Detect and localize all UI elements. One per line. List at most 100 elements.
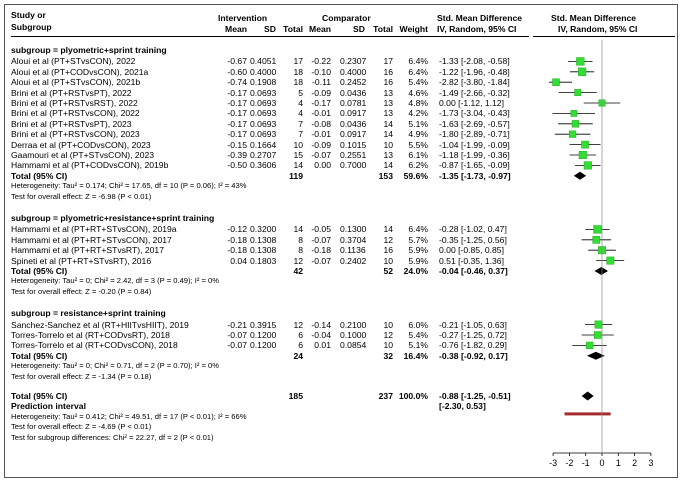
study-square bbox=[578, 151, 587, 159]
subtotal-comp-n: 153 bbox=[378, 170, 393, 181]
study-cm: -0.09 bbox=[311, 139, 331, 150]
study-w: 6.4% bbox=[408, 66, 428, 77]
study-im: -0.60 bbox=[227, 66, 247, 77]
study-square bbox=[581, 140, 589, 149]
study-im: -0.67 bbox=[227, 56, 247, 67]
study-cn: 14 bbox=[383, 129, 393, 140]
header-subgroup: Subgroup bbox=[11, 22, 52, 32]
study-w: 5.1% bbox=[408, 118, 428, 129]
subtotal-comp-n: 32 bbox=[383, 350, 393, 361]
study-in: 4 bbox=[298, 98, 303, 108]
study-cn: 16 bbox=[383, 77, 393, 88]
study-csd: 0.1300 bbox=[340, 224, 367, 235]
stat-note: Test for overall effect: Z = -4.69 (P < … bbox=[11, 422, 152, 432]
study-name: Hammami et al (PT+RT+STvsRT), 2017 bbox=[11, 245, 164, 256]
study-cn: 16 bbox=[383, 66, 393, 77]
study-w: 4.8% bbox=[408, 98, 428, 108]
study-im: -0.18 bbox=[227, 245, 247, 256]
study-w: 6.4% bbox=[408, 224, 428, 235]
study-w: 5.1% bbox=[408, 340, 428, 351]
study-csd: 0.2551 bbox=[340, 150, 367, 160]
study-in: 15 bbox=[293, 150, 303, 160]
study-csd: 0.2402 bbox=[340, 255, 367, 266]
study-isd: 0.1200 bbox=[250, 330, 277, 340]
study-im: -0.17 bbox=[227, 129, 247, 140]
study-im: -0.17 bbox=[227, 118, 247, 129]
study-w: 5.9% bbox=[408, 255, 428, 266]
study-im: -0.39 bbox=[227, 150, 247, 160]
subtotal-int-n: 24 bbox=[293, 350, 303, 361]
study-im: -0.17 bbox=[227, 98, 247, 108]
subgroup-heading: subgroup = resistance+sprint training bbox=[11, 308, 166, 319]
study-in: 6 bbox=[298, 340, 303, 351]
study-isd: 0.1908 bbox=[250, 77, 277, 88]
study-isd: 0.3200 bbox=[250, 224, 277, 235]
study-isd: 0.1308 bbox=[250, 234, 277, 245]
study-cn: 16 bbox=[383, 245, 393, 256]
study-name: Sanchez-Sanchez et al (RT+HIITvsHIIT), 2… bbox=[11, 319, 189, 330]
header-int-mean: Mean bbox=[225, 24, 247, 34]
overall-weight: 100.0% bbox=[398, 391, 428, 401]
study-cm: -0.11 bbox=[312, 77, 331, 88]
study-w: 6.4% bbox=[408, 56, 428, 67]
study-w: 6.2% bbox=[408, 160, 428, 171]
subtotal-diamond bbox=[594, 267, 609, 275]
study-cm: -0.10 bbox=[311, 66, 331, 77]
study-w: 5.9% bbox=[408, 245, 428, 256]
header-weight: Weight bbox=[399, 24, 428, 34]
stat-note: Test for overall effect: Z = -6.98 (P < … bbox=[11, 191, 152, 201]
study-square bbox=[583, 161, 592, 170]
study-ci: -0.21 [-1.05, 0.63] bbox=[439, 319, 507, 330]
study-csd: 0.2307 bbox=[340, 56, 367, 67]
overall-ci: -0.88 [-1.25, -0.51] bbox=[439, 391, 511, 401]
study-square bbox=[570, 110, 578, 117]
study-name: Brini et al (PT+RSTvsCON), 2023 bbox=[11, 129, 140, 140]
subtotal-diamond bbox=[587, 351, 605, 360]
study-isd: 0.2707 bbox=[250, 150, 277, 160]
study-im: -0.21 bbox=[227, 319, 247, 330]
study-csd: 0.0436 bbox=[340, 118, 367, 129]
study-w: 4.9% bbox=[408, 129, 428, 140]
study-cm: -0.14 bbox=[311, 319, 331, 330]
study-ci: -1.73 [-3.04, -0.43] bbox=[439, 108, 510, 119]
study-isd: 0.3606 bbox=[250, 160, 277, 171]
study-name: Brini et al (PT+RSTvsRST), 2022 bbox=[11, 98, 138, 108]
study-csd: 0.2100 bbox=[340, 319, 367, 330]
study-csd: 0.0917 bbox=[340, 129, 367, 140]
study-w: 4.2% bbox=[408, 108, 428, 119]
study-cn: 13 bbox=[383, 108, 393, 119]
study-isd: 0.0693 bbox=[250, 87, 277, 98]
study-cn: 14 bbox=[383, 118, 393, 129]
study-name: Derraa et al (PT+CODvsCON), 2023 bbox=[11, 139, 151, 150]
header-comp-total: Total bbox=[373, 24, 393, 34]
study-cm: -0.18 bbox=[311, 245, 331, 256]
study-cn: 10 bbox=[383, 255, 393, 266]
subtotal-weight: 16.4% bbox=[403, 350, 428, 361]
study-im: -0.18 bbox=[227, 234, 247, 245]
study-w: 5.7% bbox=[408, 234, 428, 245]
study-cm: -0.07 bbox=[311, 234, 331, 245]
header-plot-method: IV, Random, 95% CI bbox=[558, 24, 638, 34]
study-isd: 0.1308 bbox=[250, 245, 277, 256]
study-cn: 12 bbox=[383, 234, 393, 245]
study-cm: -0.04 bbox=[311, 330, 331, 340]
study-isd: 0.4051 bbox=[250, 56, 277, 67]
overall-comp-n: 237 bbox=[378, 391, 393, 401]
study-csd: 0.0917 bbox=[340, 108, 367, 119]
study-in: 6 bbox=[298, 330, 303, 340]
study-square bbox=[576, 57, 585, 66]
subtotal-label: Total (95% CI) bbox=[11, 170, 68, 181]
study-cn: 13 bbox=[383, 150, 393, 160]
study-csd: 0.1136 bbox=[340, 245, 366, 256]
study-im: -0.17 bbox=[227, 87, 247, 98]
header-rule-plot bbox=[533, 36, 675, 37]
study-cn: 10 bbox=[383, 139, 393, 150]
header-intervention: Intervention bbox=[218, 13, 268, 23]
study-w: 6.0% bbox=[408, 319, 428, 330]
stat-note: Test for overall effect: Z = -1.34 (P = … bbox=[11, 371, 152, 381]
study-in: 12 bbox=[293, 319, 303, 330]
study-cn: 10 bbox=[383, 340, 393, 351]
study-ci: -1.22 [-1.96, -0.48] bbox=[439, 66, 510, 77]
study-im: -0.12 bbox=[227, 224, 247, 235]
